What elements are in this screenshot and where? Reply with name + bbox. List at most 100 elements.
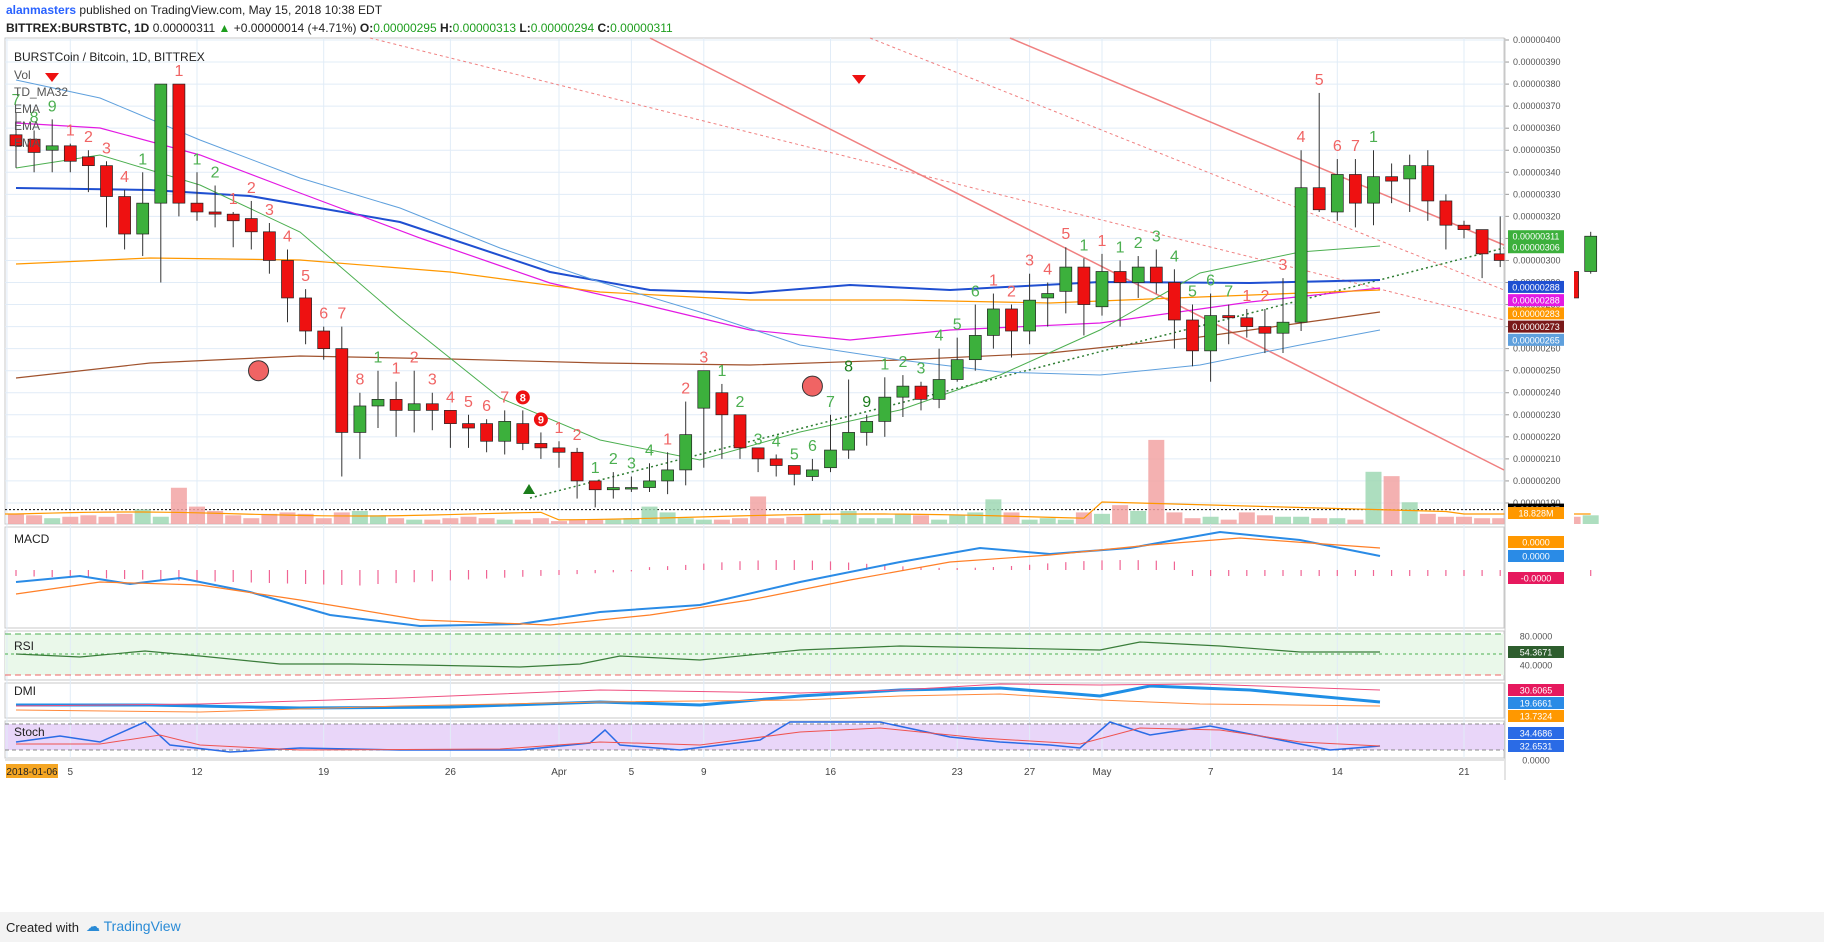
- volume-bar: [1456, 516, 1472, 524]
- volume-bar: [1492, 518, 1509, 524]
- y-tick-label: 0.00000320: [1513, 211, 1561, 221]
- price-label: 0.00000288: [1512, 296, 1560, 306]
- publish-line: alanmasters published on TradingView.com…: [6, 3, 382, 17]
- candle-body: [317, 330, 331, 350]
- td-count: 5: [790, 447, 799, 464]
- volume-bar: [1039, 518, 1056, 524]
- td-count: 4: [1170, 248, 1179, 265]
- candle-body: [534, 443, 548, 449]
- volume-bar: [804, 513, 821, 524]
- candle-body: [407, 403, 421, 411]
- created-with-text: Created with: [6, 920, 79, 935]
- volume-bar: [1021, 519, 1038, 524]
- candle-body: [751, 447, 765, 460]
- td-count: 3: [627, 456, 636, 473]
- price-label: 0.00000311: [1513, 232, 1560, 242]
- td-count: 3: [102, 140, 111, 157]
- indicator-title: RSI: [14, 639, 34, 653]
- candle-body: [1240, 317, 1254, 327]
- dmi-plus: [15, 693, 1381, 713]
- candle-body: [1222, 315, 1236, 319]
- candle-body: [299, 297, 312, 332]
- candle-body: [1149, 266, 1163, 283]
- candle-body: [1475, 229, 1489, 255]
- y-tick-label: 0.00000400: [1513, 35, 1561, 45]
- indicator-label-bg: [1508, 684, 1564, 696]
- price-label: 0.00000283: [1512, 309, 1560, 319]
- candle-body: [244, 218, 258, 233]
- candle-body: [353, 405, 367, 433]
- td-count: 2: [211, 165, 220, 182]
- td-count: 5: [1188, 284, 1197, 301]
- volume-bar: [695, 519, 712, 524]
- volume-bar: [460, 516, 477, 524]
- indicator-value-label: 0.0000: [1522, 552, 1550, 562]
- td-count: 1: [174, 63, 183, 80]
- volume-label-bg: [1508, 507, 1564, 519]
- candle-body: [444, 410, 457, 424]
- volume-bar: [1220, 519, 1237, 524]
- legend-item: EMA: [14, 136, 40, 150]
- indicator-title: Stoch: [14, 725, 45, 739]
- x-tick-label: May: [1093, 767, 1112, 778]
- x-tick-label: 5: [629, 767, 635, 778]
- candle-body: [1294, 187, 1308, 323]
- legend-title: BURSTCoin / Bitcoin, 1D, BITTREX: [14, 50, 205, 64]
- volume-bar: [225, 515, 242, 524]
- volume-bar: [913, 515, 929, 524]
- volume-bar: [713, 519, 730, 524]
- volume-bar: [822, 519, 839, 524]
- td-count: 5: [301, 268, 310, 285]
- tradingview-logo[interactable]: ☁ TradingView: [86, 918, 181, 934]
- volume-bar: [1401, 502, 1418, 524]
- candle-body: [1131, 266, 1145, 283]
- td-count: 1: [138, 151, 147, 168]
- volume-bar: [8, 513, 24, 524]
- trendline-dotted: [369, 37, 1505, 321]
- candle-body: [968, 335, 982, 361]
- start-date-bg: [6, 764, 58, 778]
- candle-body: [27, 138, 41, 153]
- td-count: 4: [446, 389, 455, 406]
- candle-body: [806, 469, 819, 477]
- candle-body: [878, 396, 892, 422]
- y-tick-label: 0.00000220: [1513, 432, 1561, 442]
- author-link[interactable]: alanmasters: [6, 3, 77, 17]
- indicator-title: MACD: [14, 532, 50, 546]
- volume-bar: [551, 521, 567, 524]
- td-count: 5: [464, 394, 473, 411]
- low-label: L:: [519, 21, 531, 35]
- exit-marker-icon: [248, 360, 270, 382]
- volume-bar: [750, 496, 767, 524]
- td-count: 1: [880, 356, 889, 373]
- td-count: 3: [428, 372, 437, 389]
- candles: [9, 83, 1598, 508]
- x-tick-label: 26: [445, 767, 457, 778]
- td-count: 3: [754, 431, 763, 448]
- x-tick-label: 5: [68, 767, 74, 778]
- y-tick-label: 0.00000330: [1513, 189, 1561, 199]
- indicator-label-bg: [1508, 572, 1564, 584]
- y-tick-label: 0.00000350: [1513, 145, 1561, 155]
- td-count: 1: [1116, 239, 1125, 256]
- candle-body: [1059, 266, 1073, 292]
- candle-body: [118, 196, 131, 235]
- y-tick-label: 0.00000340: [1513, 167, 1561, 177]
- volume-bar: [1347, 519, 1364, 524]
- price-label: 0.00000288: [1512, 282, 1560, 292]
- volume-bar: [261, 513, 278, 524]
- pane-1: [4, 526, 1505, 629]
- candle-body: [1095, 271, 1109, 308]
- candle-body: [281, 260, 294, 299]
- sell-arrow-icon: [852, 75, 866, 84]
- td-count: 2: [736, 394, 745, 411]
- rsi-line: [15, 641, 1380, 668]
- volume-bar: [768, 518, 785, 524]
- candle-body: [1204, 315, 1217, 352]
- high-label: H:: [439, 21, 453, 35]
- ma-lightblue: [15, 79, 1381, 376]
- td-count-badge: [533, 412, 548, 427]
- candle-body: [1023, 299, 1036, 332]
- candle-body: [661, 469, 674, 482]
